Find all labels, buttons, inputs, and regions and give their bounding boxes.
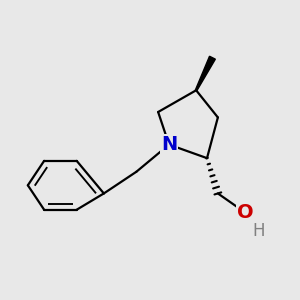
Text: N: N <box>161 135 177 154</box>
Text: O: O <box>237 203 253 222</box>
Text: H: H <box>252 222 265 240</box>
Polygon shape <box>195 56 215 91</box>
